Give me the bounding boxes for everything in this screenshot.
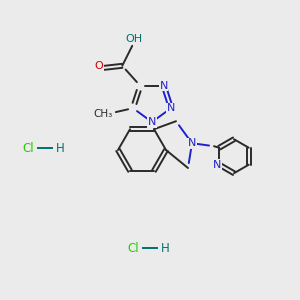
Text: N: N <box>188 138 196 148</box>
Text: Cl: Cl <box>127 242 139 254</box>
Text: N: N <box>213 160 221 170</box>
Text: H: H <box>160 242 169 254</box>
Text: O: O <box>95 61 103 71</box>
Text: CH₃: CH₃ <box>93 109 112 119</box>
Text: N: N <box>148 117 156 127</box>
Text: H: H <box>56 142 64 154</box>
Text: OH: OH <box>126 34 143 44</box>
Text: Cl: Cl <box>22 142 34 154</box>
Text: N: N <box>160 81 168 91</box>
Text: N: N <box>167 103 175 113</box>
